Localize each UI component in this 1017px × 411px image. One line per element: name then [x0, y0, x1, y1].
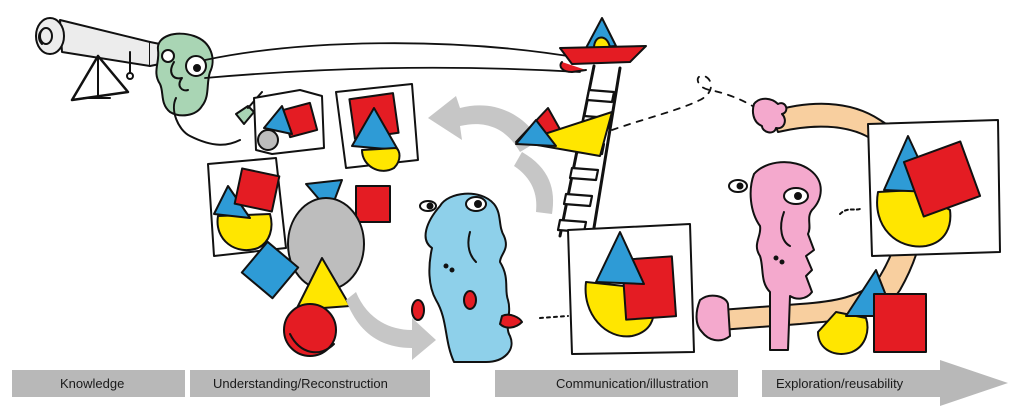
connector-line	[204, 42, 581, 61]
boat-icon	[559, 17, 647, 73]
stage-bar-exploration-arrow	[762, 360, 1008, 406]
small-eye	[419, 200, 437, 212]
flying-shapes	[515, 107, 613, 157]
pink-face-icon	[749, 161, 822, 351]
stage-bars	[12, 360, 1008, 406]
exploration-shapes	[817, 269, 927, 355]
blue-face-icon	[424, 192, 523, 363]
dashed-path	[611, 75, 771, 131]
stage-label-knowledge: Knowledge	[60, 376, 125, 391]
red-lip	[411, 299, 425, 321]
stage-label-communication: Communication/illustration	[556, 376, 709, 391]
stage-label-understanding: Understanding/Reconstruction	[213, 376, 388, 391]
stage-bar-understanding	[190, 370, 430, 397]
small-eye-right	[728, 179, 748, 193]
stage-bar-knowledge	[12, 370, 185, 397]
observer-face-icon	[155, 32, 263, 146]
shape-card-icon-exploration	[839, 119, 1001, 257]
connector-line-lower	[204, 66, 581, 79]
return-arrow-top	[428, 96, 554, 214]
stage-bar-communication	[495, 370, 738, 397]
shape-card-icon	[253, 89, 325, 155]
stage-label-exploration: Exploration/reusability	[776, 376, 904, 391]
return-arrow-bottom	[346, 292, 436, 360]
reconstruction-shapes	[240, 240, 351, 357]
shape-card-icon-left	[207, 157, 287, 257]
shape-card-icon-communication	[539, 223, 695, 355]
telescope-icon	[35, 17, 161, 102]
